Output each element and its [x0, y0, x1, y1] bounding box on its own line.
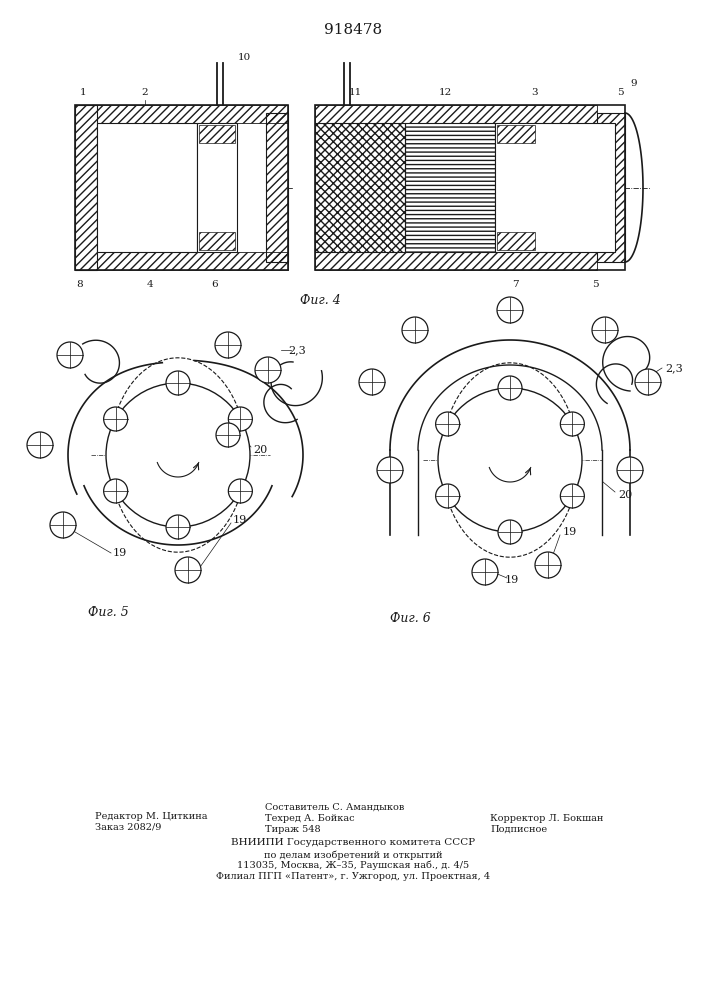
Circle shape: [57, 342, 83, 368]
Text: 113035, Москва, Ж–35, Раушская наб., д. 4/5: 113035, Москва, Ж–35, Раушская наб., д. …: [237, 861, 469, 870]
Text: 2: 2: [141, 88, 148, 97]
Circle shape: [104, 479, 128, 503]
Bar: [497, 125, 535, 143]
Circle shape: [436, 484, 460, 508]
Circle shape: [104, 407, 128, 431]
Bar: [199, 232, 235, 250]
Text: Составитель С. Амандыков: Составитель С. Амандыков: [265, 803, 404, 812]
Text: по делам изобретений и открытий: по делам изобретений и открытий: [264, 850, 443, 859]
Text: 10: 10: [238, 52, 251, 62]
Text: 7: 7: [512, 280, 518, 289]
Text: Фиг. 4: Фиг. 4: [300, 294, 340, 306]
Text: Редактор М. Циткина: Редактор М. Циткина: [95, 812, 207, 821]
Text: 19: 19: [505, 575, 519, 585]
Bar: [315, 105, 597, 123]
Circle shape: [50, 512, 76, 538]
Circle shape: [635, 369, 661, 395]
Circle shape: [497, 297, 523, 323]
Bar: [97, 105, 288, 123]
Text: 6: 6: [211, 280, 218, 289]
Text: 8: 8: [76, 280, 83, 289]
Bar: [405, 123, 495, 252]
Bar: [495, 123, 615, 252]
Text: Подписное: Подписное: [490, 825, 547, 834]
Circle shape: [377, 457, 403, 483]
Circle shape: [498, 520, 522, 544]
Circle shape: [175, 557, 201, 583]
Text: 2,3: 2,3: [288, 345, 305, 355]
Circle shape: [402, 317, 428, 343]
Text: 19: 19: [113, 548, 127, 558]
Bar: [199, 125, 235, 143]
Bar: [497, 232, 535, 250]
Circle shape: [166, 371, 190, 395]
Bar: [597, 113, 625, 262]
Bar: [75, 105, 97, 270]
Bar: [315, 123, 405, 252]
Text: 918478: 918478: [324, 23, 382, 37]
Bar: [97, 252, 288, 270]
Text: 20: 20: [253, 445, 267, 455]
Text: 5: 5: [592, 280, 598, 289]
Text: Фиг. 6: Фиг. 6: [390, 611, 431, 624]
Bar: [197, 123, 237, 252]
Circle shape: [535, 552, 561, 578]
Bar: [315, 105, 625, 270]
Text: Фиг. 5: Фиг. 5: [88, 606, 129, 619]
Circle shape: [436, 412, 460, 436]
Text: 12: 12: [438, 88, 452, 97]
Circle shape: [216, 423, 240, 447]
Text: 2,3: 2,3: [665, 363, 683, 373]
Text: 1: 1: [80, 88, 86, 97]
Bar: [315, 252, 597, 270]
Circle shape: [106, 383, 250, 527]
Text: 4: 4: [146, 280, 153, 289]
Text: 19: 19: [563, 527, 577, 537]
Circle shape: [255, 357, 281, 383]
Text: Тираж 548: Тираж 548: [265, 825, 321, 834]
Text: ВНИИПИ Государственного комитета СССР: ВНИИПИ Государственного комитета СССР: [231, 838, 475, 847]
Text: 9: 9: [630, 79, 636, 88]
Circle shape: [592, 317, 618, 343]
Bar: [75, 105, 288, 270]
Text: 11: 11: [349, 88, 361, 97]
Circle shape: [617, 457, 643, 483]
Circle shape: [472, 559, 498, 585]
Circle shape: [228, 479, 252, 503]
Text: 5: 5: [617, 88, 624, 97]
Circle shape: [561, 484, 585, 508]
Circle shape: [228, 407, 252, 431]
Text: 3: 3: [532, 88, 538, 97]
Circle shape: [498, 376, 522, 400]
Text: 20: 20: [618, 490, 632, 500]
Text: Техред А. Бойкас: Техред А. Бойкас: [265, 814, 355, 823]
Bar: [266, 113, 288, 262]
Circle shape: [438, 388, 582, 532]
Circle shape: [561, 412, 585, 436]
Circle shape: [215, 332, 241, 358]
Bar: [97, 123, 197, 252]
Text: 19: 19: [233, 515, 247, 525]
Circle shape: [166, 515, 190, 539]
Circle shape: [359, 369, 385, 395]
Text: Корректор Л. Бокшан: Корректор Л. Бокшан: [490, 814, 603, 823]
Circle shape: [27, 432, 53, 458]
Text: Филиал ПГП «Патент», г. Ужгород, ул. Проектная, 4: Филиал ПГП «Патент», г. Ужгород, ул. Про…: [216, 872, 490, 881]
Text: Заказ 2082/9: Заказ 2082/9: [95, 823, 161, 832]
